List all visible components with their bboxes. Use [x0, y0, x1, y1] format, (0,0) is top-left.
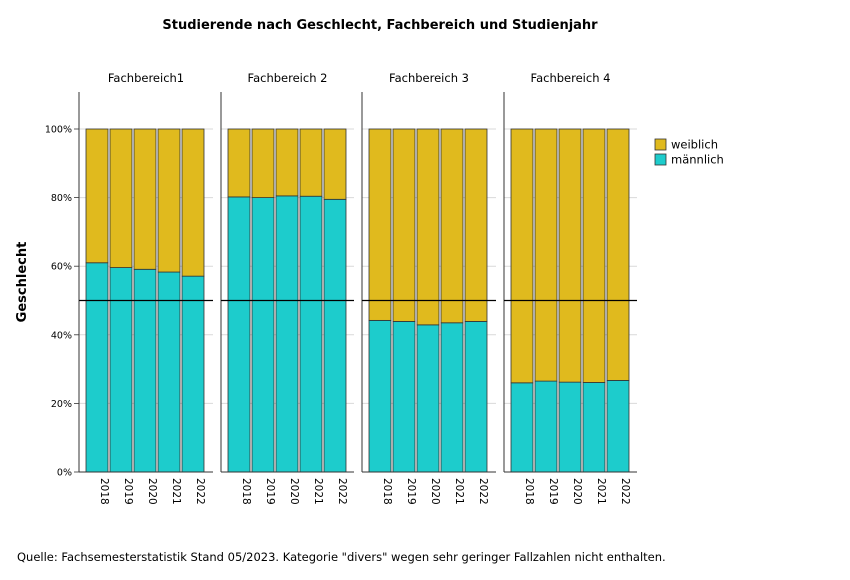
legend-label: weiblich [671, 138, 718, 152]
bar-segment-weiblich [392, 128, 416, 322]
bar-segment-maennlich [534, 380, 558, 473]
bar-segment-weiblich [606, 128, 630, 381]
bar-segment-maennlich [251, 197, 275, 473]
x-tick-label: 2021 [312, 478, 324, 505]
y-tick-label: 100% [45, 125, 72, 136]
panel: 2018 2019 2020 2021 2022 Fachbereich1 [78, 71, 213, 505]
bar-segment-maennlich [464, 321, 488, 473]
bar-segment-weiblich [534, 128, 558, 382]
legend-swatch [654, 153, 667, 166]
bar-segment-maennlich [157, 271, 181, 473]
bar-segment-maennlich [323, 198, 347, 473]
panel-label: Fachbereich 3 [389, 71, 469, 85]
x-tick-label: 2020 [146, 478, 158, 505]
panel: 2018 2019 2020 2021 2022 Fachbereich 2 [220, 71, 354, 505]
panel-label: Fachbereich1 [108, 71, 184, 85]
footnote: Quelle: Fachsemesterstatistik Stand 05/2… [17, 550, 666, 564]
bar-segment-weiblich [85, 128, 109, 264]
y-tick-label: 80% [51, 193, 72, 204]
bar-segment-weiblich [109, 128, 133, 268]
x-tick-label: 2018 [240, 478, 252, 505]
bar-segment-maennlich [606, 380, 630, 473]
x-tick-label: 2018 [98, 478, 110, 505]
legend-label: männlich [671, 153, 724, 167]
y-tick-label: 40% [51, 330, 72, 341]
x-tick-label: 2018 [381, 478, 393, 505]
y-tick-label: 60% [51, 262, 72, 273]
bar-segment-weiblich [251, 128, 275, 198]
x-tick-label: 2020 [288, 478, 300, 505]
panel-label: Fachbereich 4 [531, 71, 611, 85]
y-tick-label: 20% [51, 399, 72, 410]
bar-segment-maennlich [109, 267, 133, 473]
bar-segment-weiblich [275, 128, 299, 197]
bar-segment-weiblich [368, 128, 392, 321]
x-tick-label: 2021 [595, 478, 607, 505]
bar-segment-weiblich [510, 128, 534, 384]
plot-area: 2018 2019 2020 2021 2022 Fachbereich1 2018 2019… [45, 71, 637, 505]
bar-segment-maennlich [392, 321, 416, 473]
x-tick-label: 2020 [429, 478, 441, 505]
bar-segment-weiblich [299, 128, 323, 197]
bar-segment-weiblich [416, 128, 440, 326]
x-tick-label: 2021 [170, 478, 182, 505]
legend-swatch [654, 138, 667, 151]
bar-segment-weiblich [133, 128, 157, 270]
x-tick-label: 2020 [571, 478, 583, 505]
panel-label: Fachbereich 2 [248, 71, 328, 85]
bar-segment-maennlich [582, 382, 606, 473]
y-axis-label: Geschlecht [15, 242, 30, 323]
bar-segment-weiblich [464, 128, 488, 322]
bar-segment-maennlich [227, 196, 251, 473]
bar-segment-maennlich [275, 195, 299, 473]
panel: 2018 2019 2020 2021 2022 Fachbereich 3 [361, 71, 496, 505]
bar-segment-maennlich [85, 262, 109, 473]
x-tick-label: 2022 [336, 478, 348, 505]
y-tick-label: 0% [57, 468, 72, 479]
panel: 2018 2019 2020 2021 2022 Fachbereich 4 [503, 71, 637, 505]
bar-segment-weiblich [582, 128, 606, 383]
bar-segment-maennlich [416, 324, 440, 473]
bar-segment-weiblich [227, 128, 251, 198]
bar-segment-weiblich [440, 128, 464, 324]
bar-segment-maennlich [368, 319, 392, 473]
bar-segment-weiblich [323, 128, 347, 200]
x-tick-label: 2019 [405, 478, 417, 505]
bar-segment-weiblich [181, 128, 205, 277]
x-tick-label: 2022 [619, 478, 631, 505]
bar-segment-maennlich [133, 268, 157, 473]
x-tick-label: 2021 [453, 478, 465, 505]
x-tick-label: 2018 [523, 478, 535, 505]
x-tick-label: 2019 [264, 478, 276, 505]
bar-segment-maennlich [299, 195, 323, 473]
x-tick-label: 2022 [477, 478, 489, 505]
bar-segment-maennlich [510, 382, 534, 473]
x-tick-label: 2022 [194, 478, 206, 505]
x-tick-label: 2019 [547, 478, 559, 505]
chart-title: Studierende nach Geschlecht, Fachbereich… [162, 18, 598, 33]
bar-segment-maennlich [558, 381, 582, 473]
x-tick-label: 2019 [122, 478, 134, 505]
bar-segment-maennlich [440, 322, 464, 473]
bar-segment-maennlich [181, 275, 205, 473]
bar-segment-weiblich [558, 128, 582, 383]
bar-segment-weiblich [157, 128, 181, 273]
